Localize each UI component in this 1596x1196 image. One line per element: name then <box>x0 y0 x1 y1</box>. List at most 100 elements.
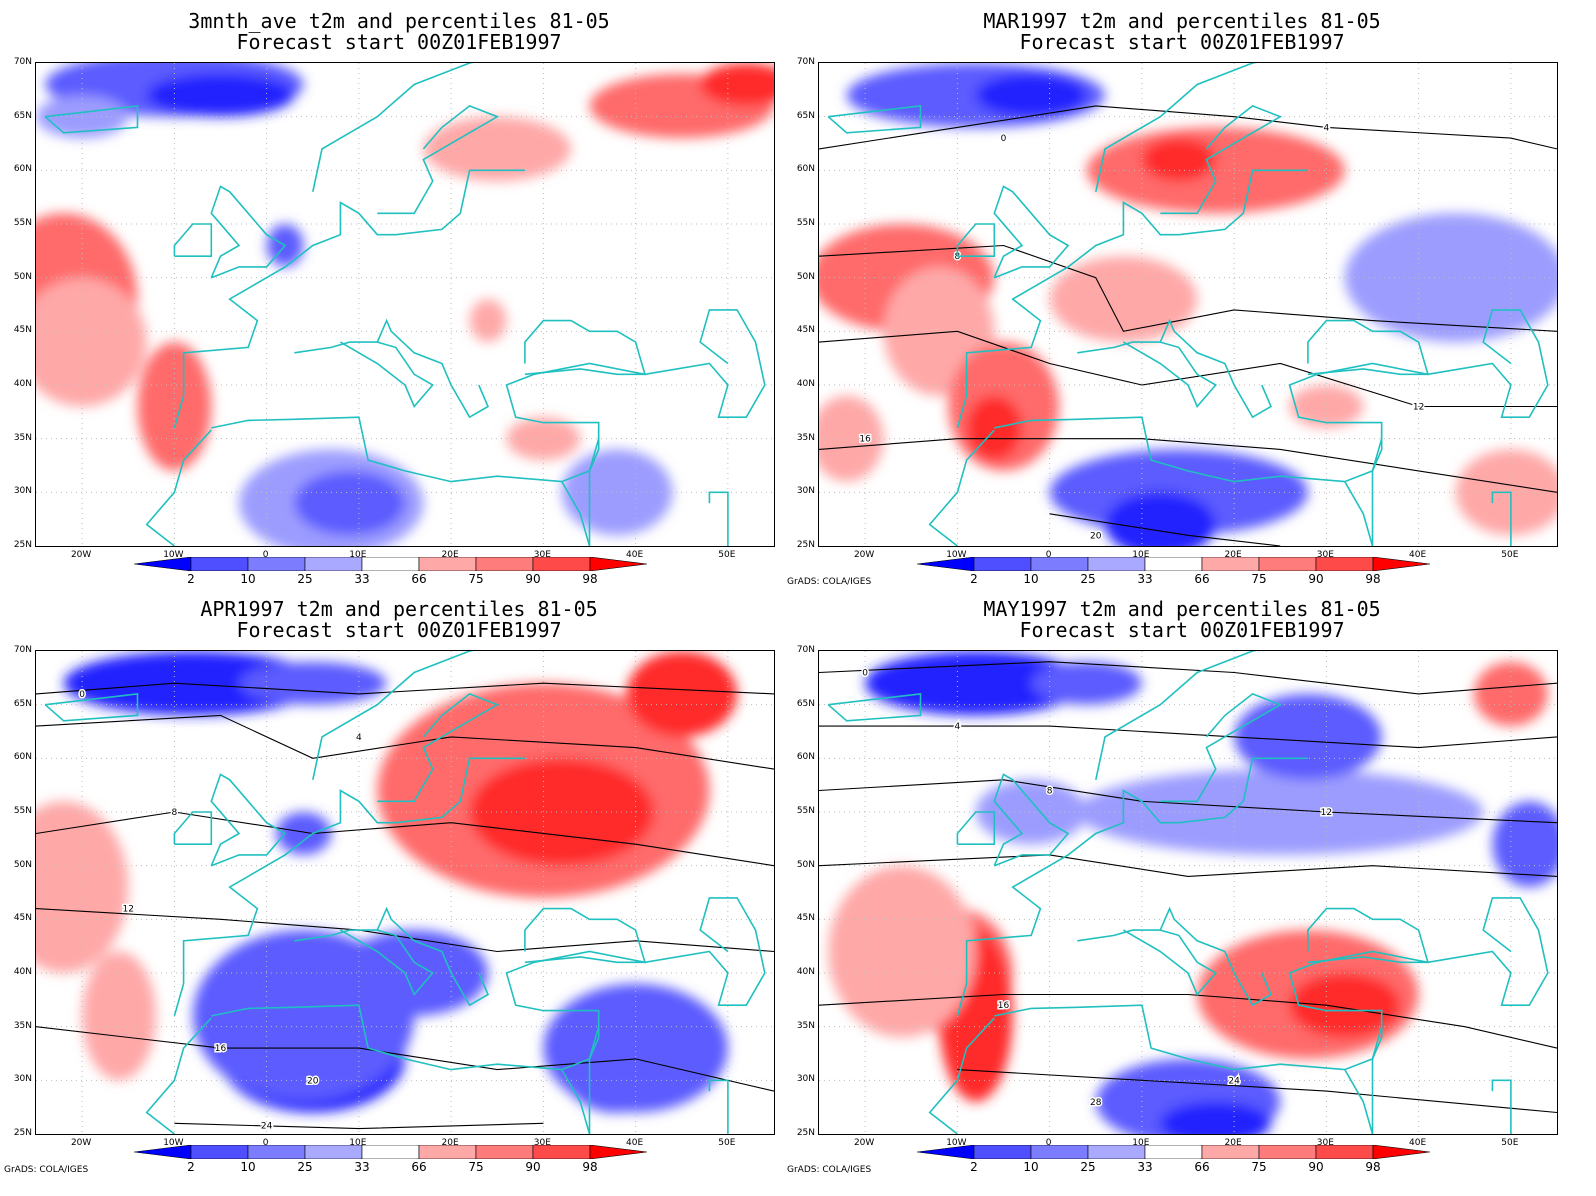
coastline <box>312 63 474 192</box>
colorbar-svg <box>134 557 648 571</box>
contour-line <box>819 661 1557 695</box>
coastline <box>339 929 434 996</box>
latitude-label: 35N <box>13 1020 32 1031</box>
anomaly-region <box>294 470 405 536</box>
anomaly-region <box>1104 492 1216 546</box>
coastline <box>377 104 500 215</box>
coastline <box>644 897 766 1006</box>
colorbar-segment <box>304 1145 363 1159</box>
contour-line <box>819 244 1557 332</box>
colorbar-label: 75 <box>1251 572 1267 586</box>
coastline <box>1095 63 1257 192</box>
colorbar-segment <box>475 1145 534 1159</box>
map-svg <box>36 63 774 546</box>
colorbar-label: 33 <box>1137 572 1153 586</box>
grads-credit: GrADS: COLA/IGES <box>787 1165 872 1175</box>
map-svg: 0 4 8 12 16 24 28 <box>819 651 1557 1134</box>
contour-label: 12 <box>1321 808 1332 818</box>
longitude-label: 50E <box>718 1138 736 1148</box>
coastline <box>994 907 1430 1071</box>
colorbar-segment <box>1201 557 1260 571</box>
latitude-label: 30N <box>13 486 32 497</box>
anomaly-region <box>1049 256 1198 343</box>
coastline <box>1371 1015 1383 1134</box>
colorbar-segment <box>589 1145 648 1159</box>
latitude-label: 65N <box>13 698 32 709</box>
coastline <box>145 429 212 546</box>
graticule <box>819 63 1557 546</box>
coastline <box>524 368 645 376</box>
longitude-label: 10W <box>946 550 967 560</box>
map-area: 0 4 8 12 16 20 24 <box>35 650 775 1135</box>
latitude-label: 55N <box>13 806 32 816</box>
colorbar-label: 98 <box>1365 1160 1381 1174</box>
coastline <box>708 1079 729 1134</box>
longitude-label: 10E <box>1132 550 1150 560</box>
anomaly-region <box>1344 213 1557 343</box>
map-area: 0 4 8 12 16 20 <box>818 62 1558 547</box>
colorbar-label: 98 <box>582 1160 598 1174</box>
colorbar-segment <box>1258 1145 1317 1159</box>
colorbar-segment <box>247 557 306 571</box>
longitude-label: 10W <box>946 1138 967 1148</box>
coastline <box>588 427 600 546</box>
colorbar-label: 25 <box>297 1160 313 1174</box>
longitude-label: 20W <box>853 1138 875 1148</box>
colorbar-segment <box>1144 557 1203 571</box>
longitude-label: 20W <box>853 550 875 560</box>
grads-credit: GrADS: COLA/IGES <box>787 577 872 587</box>
latitude-label: 45N <box>796 913 815 924</box>
colorbar-label: 75 <box>468 572 484 586</box>
temperature-contours <box>819 105 1557 546</box>
latitude-label: 40N <box>13 967 32 977</box>
colorbar-segment <box>973 1145 1032 1159</box>
latitude-label: 40N <box>13 379 32 389</box>
panel-3month-average: 3mnth_ave t2m and percentiles 81-05 Fore… <box>0 0 798 598</box>
contour-label: 28 <box>1090 1098 1102 1108</box>
anomaly-region <box>543 983 728 1113</box>
colorbar-segment <box>418 557 477 571</box>
longitude-label: 40E <box>626 1138 644 1148</box>
contour-label: 16 <box>859 435 871 445</box>
colorbar-label: 2 <box>187 572 195 586</box>
colorbar-segment <box>247 1145 306 1159</box>
latitude-label: 40N <box>796 379 815 389</box>
coastlines <box>827 651 1549 1134</box>
latitude-label: 35N <box>796 1020 815 1031</box>
latitude-label: 50N <box>796 859 815 870</box>
coastline <box>524 956 645 964</box>
colorbar-label: 10 <box>1023 572 1039 586</box>
colorbar-label: 66 <box>1194 1160 1210 1174</box>
latitude-label: 25N <box>13 1128 32 1138</box>
coastlines <box>827 63 1549 546</box>
coastline <box>294 318 490 419</box>
latitude-label: 35N <box>796 432 815 443</box>
latitude-label: 70N <box>13 57 32 67</box>
contour-line <box>174 1122 544 1130</box>
coastline <box>44 693 139 722</box>
latitude-label: 45N <box>796 325 815 336</box>
contour-line <box>1049 513 1281 546</box>
coastline <box>994 319 1430 483</box>
contour-label: 20 <box>307 1076 319 1086</box>
colorbar-segment <box>589 557 648 571</box>
anomaly-region <box>626 651 738 737</box>
temperature-contours <box>36 682 774 1130</box>
contour-label: 4 <box>955 722 961 732</box>
latitude-label: 70N <box>13 645 32 655</box>
panel-march-1997: MAR1997 t2m and percentiles 81-05 Foreca… <box>783 0 1581 598</box>
panel-title: MAR1997 t2m and percentiles 81-05 <box>983 9 1381 33</box>
coastline <box>173 811 213 845</box>
longitude-label: 10E <box>1132 1138 1150 1148</box>
colorbar-label: 98 <box>1365 572 1381 586</box>
anomaly-shading <box>828 651 1557 1134</box>
longitude-label: 0 <box>262 1138 269 1148</box>
anomaly-region <box>819 395 884 482</box>
contour-label: 16 <box>998 1001 1010 1011</box>
latitude-label: 25N <box>796 540 815 550</box>
anomaly-region <box>828 865 976 1038</box>
anomaly-region <box>36 95 129 139</box>
anomaly-region <box>561 449 673 536</box>
longitude-label: 10E <box>349 550 367 560</box>
longitude-label: 50E <box>718 550 736 560</box>
